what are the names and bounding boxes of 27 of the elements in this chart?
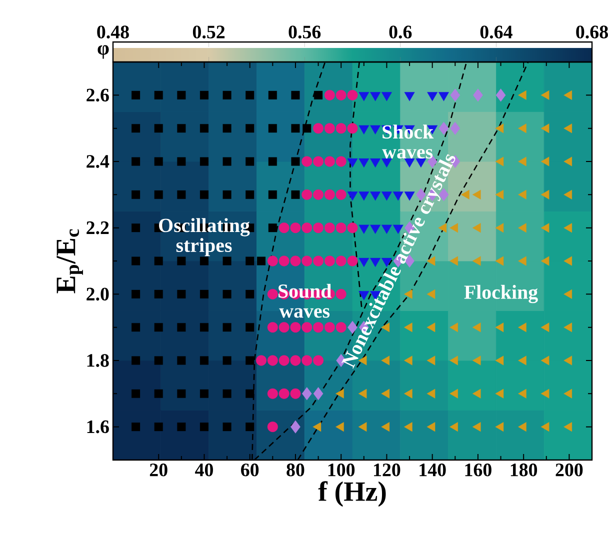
y-tick-label: 2.0 (86, 288, 109, 301)
x-tick-label: 200 (556, 464, 583, 476)
y-tick-label: 2.6 (86, 88, 109, 102)
y-tick-label: 2.4 (86, 155, 110, 168)
color-bar-label: 0.6 (389, 26, 412, 38)
color-bar-label: 0.68 (576, 26, 608, 38)
color-bar-label: 0.52 (192, 26, 225, 38)
y-axis-title: E$_{p}$/E$_{c}$ (56, 229, 83, 294)
x-tick-label: 120 (374, 464, 400, 476)
x-tick-label: 20 (150, 464, 168, 476)
annotation: Oscillating stripes (159, 218, 250, 256)
x-tick-label: 60 (241, 464, 259, 476)
x-tick-label: 140 (420, 464, 446, 476)
y-tick-label: 1.8 (87, 354, 109, 367)
x-tick-label: 80 (286, 464, 304, 476)
x-axis-title: f (Hz) (318, 481, 386, 507)
color-bar-label: 0.64 (480, 26, 512, 38)
color-bar-title: φ (98, 45, 109, 59)
color-bar-label: 0.48 (97, 26, 129, 38)
x-tick-label: 100 (328, 464, 355, 476)
annotation: Flocking (464, 284, 538, 304)
color-bar-label: 0.56 (288, 26, 321, 38)
x-tick-label: 160 (465, 464, 492, 476)
x-tick-label: 40 (195, 464, 213, 476)
y-tick-label: 2.2 (86, 221, 109, 234)
y-tick-label: 1.6 (87, 420, 109, 434)
x-tick-label: 180 (510, 464, 538, 476)
